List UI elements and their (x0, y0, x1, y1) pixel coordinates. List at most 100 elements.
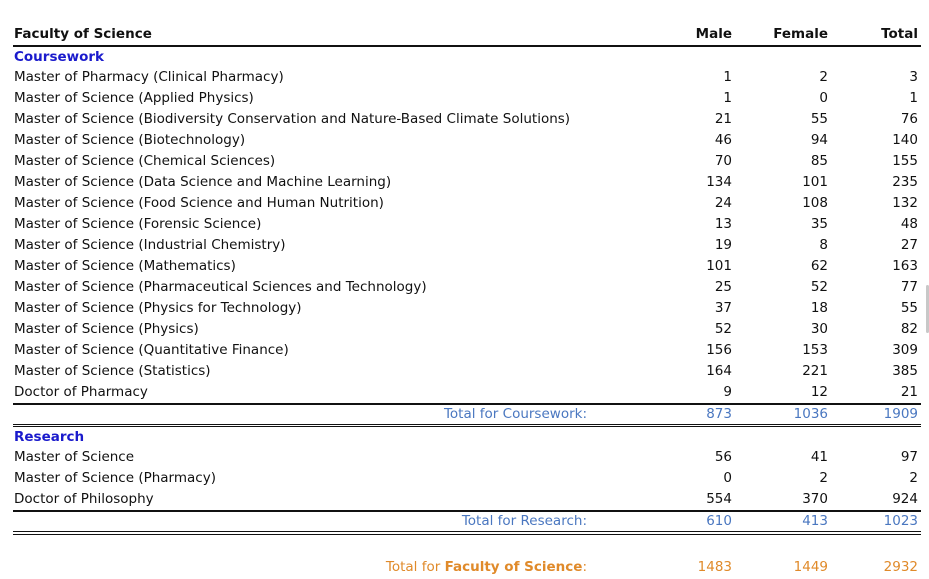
table-row: Master of Science (Industrial Chemistry)… (13, 235, 921, 256)
subtotal-label: Total for Coursework: (13, 403, 623, 427)
female-count: 30 (810, 321, 828, 337)
grand-total-prefix: Total for (385, 559, 445, 575)
male-count: 70 (714, 153, 732, 169)
programme-name: Master of Science (Biotechnology) (14, 132, 246, 148)
male-count: 134 (706, 174, 732, 190)
total-count: 48 (900, 216, 918, 232)
female-count: 12 (810, 384, 828, 400)
subtotal-male: 873 (623, 403, 735, 427)
subtotal-total: 1909 (831, 403, 921, 427)
female-count: 35 (810, 216, 828, 232)
grand-total-male: 1483 (697, 559, 732, 575)
programme-name: Doctor of Philosophy (14, 491, 154, 507)
table-row: Master of Science 56 41 97 (13, 447, 921, 468)
table-row: Master of Science (Biodiversity Conserva… (13, 109, 921, 130)
programme-name: Master of Science (Quantitative Finance) (14, 342, 289, 358)
male-count: 52 (714, 321, 732, 337)
female-count: 2 (819, 470, 828, 486)
total-count: 235 (892, 174, 918, 190)
male-count: 19 (714, 237, 732, 253)
table-row: Master of Science (Data Science and Mach… (13, 172, 921, 193)
scrollbar-thumb[interactable] (926, 285, 929, 333)
table-row: Doctor of Pharmacy 9 12 21 (13, 382, 921, 404)
header-row: Faculty of Science Male Female Total (13, 22, 921, 47)
programme-name: Master of Science (Food Science and Huma… (14, 195, 384, 211)
female-count: 85 (810, 153, 828, 169)
female-count: 108 (802, 195, 828, 211)
female-count: 221 (802, 363, 828, 379)
table-row: Doctor of Philosophy 554 370 924 (13, 489, 921, 511)
programme-name: Master of Science (Statistics) (14, 363, 211, 379)
subtotal-row: Total for Research: 610 413 1023 (13, 510, 921, 535)
female-count: 101 (802, 174, 828, 190)
table-body: Coursework Master of Pharmacy (Clinical … (13, 46, 921, 579)
programme-name: Master of Science (Physics) (14, 321, 199, 337)
female-count: 52 (810, 279, 828, 295)
programme-name: Master of Science (Industrial Chemistry) (14, 237, 286, 253)
male-count: 13 (714, 216, 732, 232)
female-count: 8 (819, 237, 828, 253)
table-row: Master of Science (Food Science and Huma… (13, 193, 921, 214)
female-count: 370 (802, 491, 828, 507)
grand-total-faculty: Faculty of Science (444, 559, 583, 575)
male-count: 101 (706, 258, 732, 274)
programme-name: Master of Science (Pharmaceutical Scienc… (14, 279, 427, 295)
female-count: 2 (819, 69, 828, 85)
total-column-header: Total (831, 22, 921, 47)
table-row: Master of Science (Physics) 52 30 82 (13, 319, 921, 340)
male-column-header: Male (623, 22, 735, 47)
programme-name: Master of Pharmacy (Clinical Pharmacy) (14, 69, 284, 85)
male-count: 0 (723, 470, 732, 486)
enrolment-table: Faculty of Science Male Female Total Cou… (13, 22, 921, 579)
grand-total-total: 2932 (883, 559, 918, 575)
faculty-heading: Faculty of Science (13, 22, 623, 47)
table-row: Master of Science (Mathematics) 101 62 1… (13, 256, 921, 277)
total-count: 309 (892, 342, 918, 358)
male-count: 554 (706, 491, 732, 507)
total-count: 21 (900, 384, 918, 400)
programme-name: Master of Science (Physics for Technolog… (14, 300, 302, 316)
total-count: 1 (909, 90, 918, 106)
programme-name: Master of Science (Biodiversity Conserva… (14, 111, 571, 127)
table-row: Master of Science (Pharmacy) 0 2 2 (13, 468, 921, 489)
table-row: Master of Science (Quantitative Finance)… (13, 340, 921, 361)
table-row: Master of Science (Forensic Science) 13 … (13, 214, 921, 235)
table-row: Master of Science (Statistics) 164 221 3… (13, 361, 921, 382)
programme-name: Master of Science (Data Science and Mach… (14, 174, 392, 190)
male-count: 56 (714, 449, 732, 465)
grand-total-suffix: : (582, 559, 587, 575)
section-title-row: Coursework (13, 46, 921, 67)
female-count: 55 (810, 111, 828, 127)
table-row: Master of Science (Chemical Sciences) 70… (13, 151, 921, 172)
male-count: 37 (714, 300, 732, 316)
male-count: 24 (714, 195, 732, 211)
table-row: Master of Science (Physics for Technolog… (13, 298, 921, 319)
total-count: 132 (892, 195, 918, 211)
programme-name: Master of Science (Applied Physics) (14, 90, 254, 106)
total-count: 77 (900, 279, 918, 295)
programme-name: Doctor of Pharmacy (14, 384, 148, 400)
enrolment-table-container: Faculty of Science Male Female Total Cou… (13, 22, 921, 579)
table-row: Master of Pharmacy (Clinical Pharmacy) 1… (13, 67, 921, 88)
total-count: 155 (892, 153, 918, 169)
male-count: 46 (714, 132, 732, 148)
programme-name: Master of Science (Mathematics) (14, 258, 236, 274)
total-count: 27 (900, 237, 918, 253)
subtotal-total: 1023 (831, 510, 921, 535)
female-count: 41 (810, 449, 828, 465)
table-row: Master of Science (Biotechnology) 46 94 … (13, 130, 921, 151)
female-count: 153 (802, 342, 828, 358)
total-count: 76 (900, 111, 918, 127)
male-count: 25 (714, 279, 732, 295)
subtotal-row: Total for Coursework: 873 1036 1909 (13, 403, 921, 427)
table-row: Master of Science (Pharmaceutical Scienc… (13, 277, 921, 298)
female-count: 94 (810, 132, 828, 148)
male-count: 1 (723, 69, 732, 85)
total-count: 385 (892, 363, 918, 379)
programme-name: Master of Science (14, 449, 135, 465)
total-count: 55 (900, 300, 918, 316)
grand-total-row: Total for Faculty of Science: 1483 1449 … (13, 555, 921, 579)
male-count: 1 (723, 90, 732, 106)
subtotal-female: 1036 (735, 403, 831, 427)
female-count: 62 (810, 258, 828, 274)
